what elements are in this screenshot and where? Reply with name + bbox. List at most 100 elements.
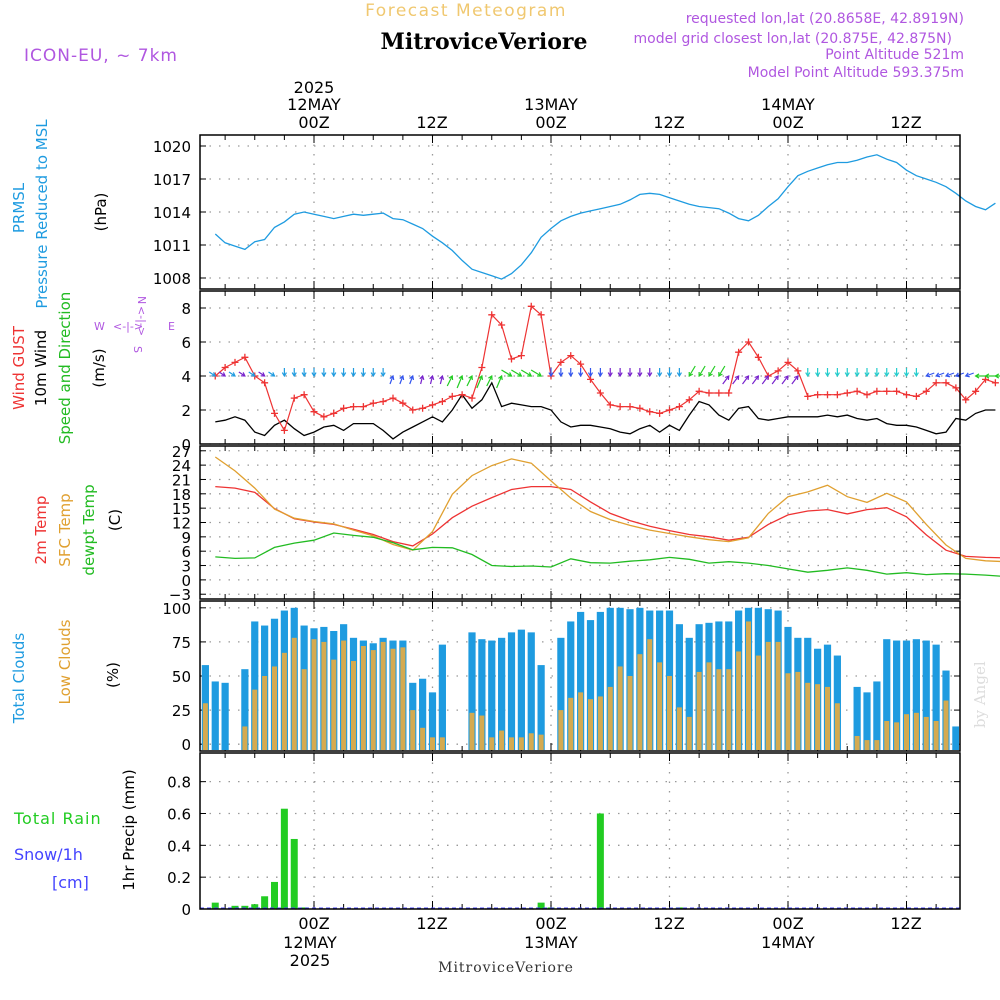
gust-marker [330,409,338,417]
y-tick-label: 1014 [153,204,191,222]
wind-label-dir: Speed and Direction [56,292,74,445]
gust-marker [774,367,782,375]
wind-arrow-head [774,375,779,381]
wind-arrow-head [913,372,919,378]
gust-marker [557,358,565,366]
wind-arrow-head [439,374,445,381]
wind-arrow-shaft [476,375,483,389]
wind-arrow-head [507,372,513,377]
gust-marker [290,394,298,402]
gust-marker [952,384,960,392]
wind-arrow-shaft [399,375,404,385]
wind-label-gust: Wind GUST [10,325,28,410]
wind-arrow-head [301,372,307,378]
wind-arrow-head [270,372,276,377]
bottom-date-2: 13MAY [524,933,578,952]
y-tick-label: 24 [172,457,191,475]
y-tick-label: 27 [172,443,191,461]
bottom-tick-4: 12Z [653,914,684,933]
wind-arrow-head [744,375,750,381]
wind-arrow-head [429,374,435,381]
total-cloud-bar [952,726,959,750]
y-tick-label: 12 [172,515,191,533]
pressure-label-msl: Pressure Reduced to MSL [33,119,51,309]
compass-s: S [131,346,144,353]
temp-label-sfc: SFC Temp [56,493,74,566]
rain-bar [596,813,604,909]
wind-arrow-shaft [208,371,216,377]
wind-arrow-head [281,372,287,378]
top-tick-3: 00Z [535,113,566,132]
y-tick-label: 4 [181,368,191,386]
wind-arrow-head [240,372,246,377]
gust-marker [438,398,446,405]
low-cloud-bar [706,662,712,750]
low-cloud-bar [874,740,880,750]
gust-marker [853,387,861,395]
y-tick-label: 3 [181,558,191,576]
gust-marker [794,367,802,375]
wind-arrow-shaft [218,371,226,377]
y-tick-label: 2 [181,402,191,420]
y-tick-label: 0.2 [167,869,191,887]
gust-line [214,305,996,432]
wind-arrow-head [221,372,227,377]
gust-marker [616,403,624,411]
wind-arrow-head [824,372,831,378]
wind-arrow-head [331,372,337,378]
wind-arrow-head [517,372,523,377]
wind-arrow-head [724,375,730,381]
gust-marker [241,353,249,361]
wind-arrow-shaft [965,372,974,377]
total-cloud-bar [527,632,535,750]
wind-arrow-head [964,372,970,378]
wind-arrow-shaft [258,371,265,377]
low-cloud-bar [301,669,307,750]
bottom-tick-2: 12Z [416,914,447,933]
wind-arrow-shaft [698,365,706,377]
bottom-tick-3: 00Z [535,914,566,933]
low-cloud-bar [400,647,406,750]
top-year: 2025 [294,78,335,97]
wind-arrow-head [676,372,682,378]
low-cloud-bar [904,714,909,750]
gust-marker [221,364,229,371]
low-cloud-bar [775,641,781,750]
wind10-line [215,381,996,440]
bottom-date-3: 14MAY [761,933,815,952]
total-cloud-bar [507,632,516,750]
gust-marker [399,399,407,407]
low-cloud-bar [884,721,890,750]
low-cloud-bar [341,640,347,750]
wind-arrow-head [935,372,941,378]
low-cloud-bar [716,669,722,750]
wind-arrow-head [380,372,386,378]
wind-arrow-shaft [511,369,522,377]
temp2m-line [215,485,1000,559]
low-cloud-bar [943,700,949,750]
total-cloud-bar [586,620,595,750]
wind-arrow-shaft [429,375,434,385]
total-cloud-bar [883,639,891,750]
gust-marker [231,358,239,366]
wind-arrow-head [805,372,811,378]
total-cloud-bar [893,640,901,750]
total-cloud-bar [557,637,565,750]
wind-arrow-head [458,374,464,381]
total-cloud-bar [211,681,219,750]
total-cloud-bar [922,640,930,750]
closest-coords: model grid closest lon,lat (20.875E, 42.… [633,31,952,47]
low-cloud-bar [795,671,801,750]
total-cloud-bar [221,682,229,750]
wind-arrow-shaft [456,375,463,389]
y-tick-label: 50 [172,668,191,686]
y-tick-label: 25 [172,702,191,720]
wind-arrow-head [627,372,633,378]
wind-arrow-head [311,372,317,378]
total-cloud-bar [478,639,486,750]
gust-marker [369,399,377,407]
low-cloud-bar [805,682,811,750]
wind-arrow-shaft [389,375,394,385]
cloud-label-unit: (%) [104,662,122,688]
total-cloud-bar [468,632,476,750]
